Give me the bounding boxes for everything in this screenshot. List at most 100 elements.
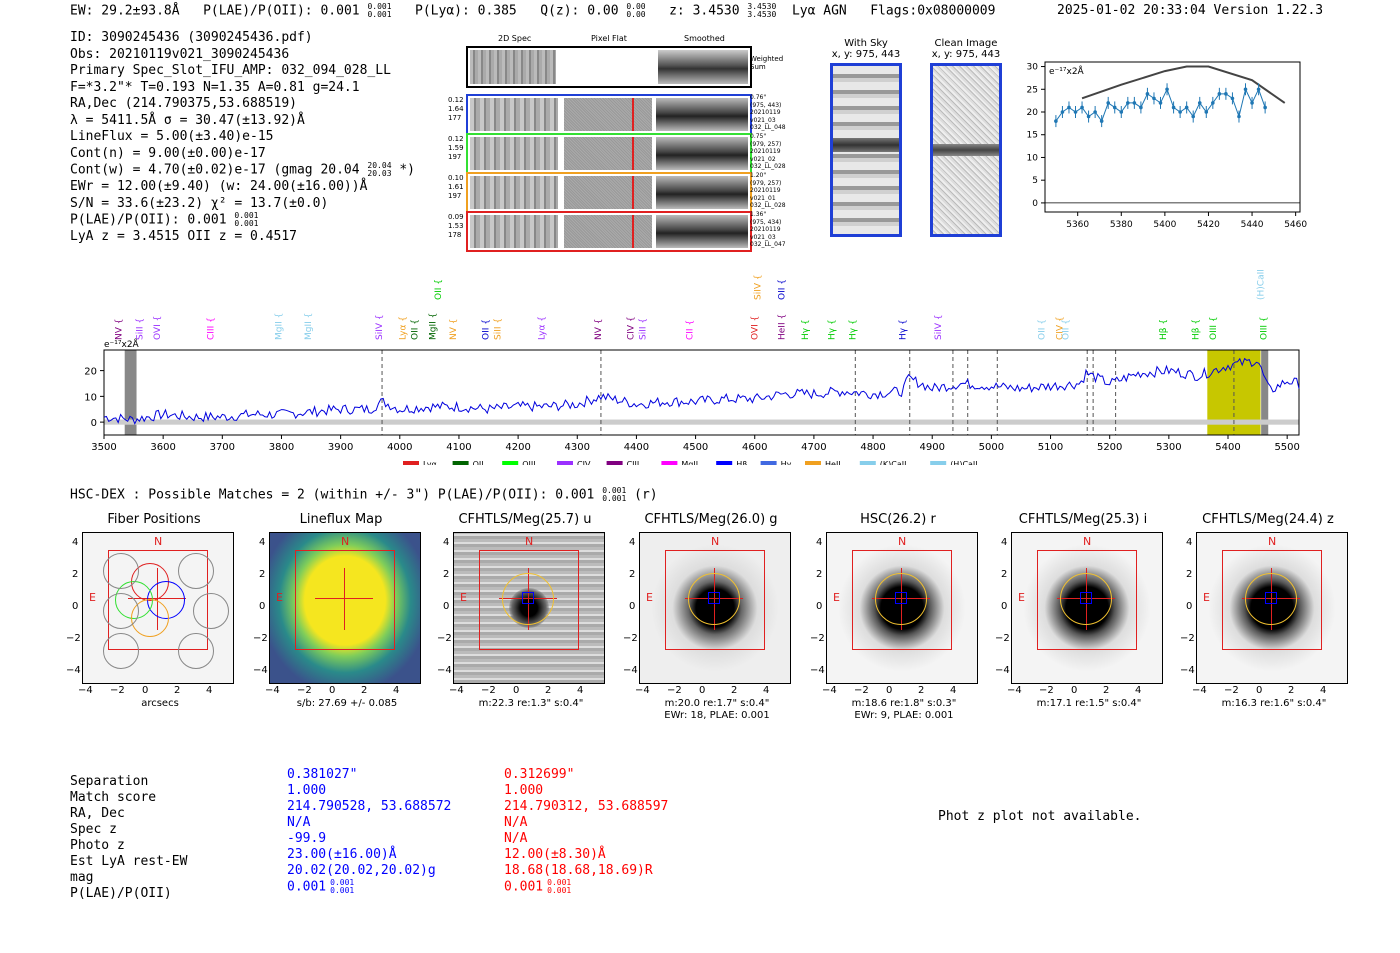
counterpart-box — [522, 592, 534, 604]
spectrum-line-label: CIV { — [626, 316, 636, 340]
header-qz-lo: 0.00 — [626, 10, 646, 19]
zoom-data-point — [1126, 101, 1130, 105]
spectrum-line-label: OII { — [434, 279, 444, 300]
spectrum-xtick-label: 3500 — [91, 442, 116, 453]
zoom-data-point — [1204, 110, 1209, 114]
spectrum-xtick-label: 3700 — [210, 442, 235, 453]
panel-ytick: −2 — [623, 633, 638, 644]
cp-value: N/A — [287, 815, 311, 830]
north-label: N — [525, 535, 534, 548]
info-contw-end: *) — [399, 162, 415, 178]
matches-title: HSC-DEX : Possible Matches = 2 (within +… — [70, 487, 595, 503]
cp-value: 1.000 — [504, 783, 544, 798]
cp-value: 0.001 0.001 0.001 — [504, 878, 572, 895]
east-label: E — [460, 591, 467, 604]
cp-value: 0.381027" — [287, 767, 358, 782]
cutout-meta-line: 20210119 — [750, 226, 781, 233]
cutout-pixelflat-image — [564, 176, 652, 209]
cutout-row-stats: 0.12 1.59 197 — [448, 135, 464, 162]
spectrum-line-label: NV { — [115, 319, 125, 340]
panel-ytick: 4 — [443, 537, 450, 548]
cutout-header-pixelflat: Pixel Flat — [591, 34, 627, 43]
cutout-smoothed-image — [656, 215, 748, 248]
info-params: F=*3.2"* T=0.193 N=1.35 A=0.81 g=24.1 — [70, 79, 360, 95]
zoom-data-point — [1152, 96, 1156, 101]
spectrum-xtick-label: 3600 — [150, 442, 175, 453]
zoom-xtick-label: 5360 — [1066, 220, 1089, 230]
zoom-data-point — [1217, 92, 1222, 96]
cutout-row-meta: 1.20" (979, 257) 20210119 v021_01 032_LL_028 — [750, 172, 786, 210]
panel-xtick: 0 — [699, 685, 706, 696]
spectrum-xtick-label: 5200 — [1097, 442, 1122, 453]
panel-ytick: 4 — [1001, 537, 1008, 548]
zoom-data-point — [1211, 101, 1215, 105]
spectrum-line-label: SiII { — [493, 318, 503, 340]
panel-ytick: −4 — [810, 665, 825, 676]
zoom-data-point — [1099, 119, 1104, 123]
spectrum-legend-label: CIII — [627, 460, 640, 465]
spectrum-legend-label: HeII — [825, 460, 841, 465]
panel-ytick: −4 — [623, 665, 638, 676]
spectrum-line-label: Hγ { — [828, 319, 838, 340]
crosshair-v — [344, 568, 345, 630]
panel-xtick: −2 — [854, 685, 869, 696]
image-panel-title: Lineflux Map — [299, 512, 383, 527]
panel-xtick: −2 — [297, 685, 312, 696]
spectrum-ytick-label: 0 — [91, 418, 97, 429]
header-plae-hi: 0.001 — [367, 2, 392, 11]
matches-title-end: (r) — [634, 487, 658, 503]
panel-sub2: EWr: 18, PLAE: 0.001 — [664, 710, 770, 721]
cutout-meta-line: 032_LL_028 — [750, 202, 786, 209]
spectrum-line-label: OIII { — [1259, 316, 1269, 340]
image-panel-title: HSC(26.2) r — [860, 512, 936, 527]
spectrum-masked-band — [1261, 350, 1269, 435]
zoom-data-point — [1119, 110, 1124, 114]
zoom-plot: 5360 5380 5400 5420 5440 5460 0 5 10 15 20 25 30 e⁻¹⁷… — [1027, 61, 1307, 230]
fiber-circle — [193, 593, 229, 629]
panel-xtick: −2 — [1224, 685, 1239, 696]
panel-ytick: 0 — [259, 601, 266, 612]
spectrum-line-label: Hβ { — [1191, 319, 1201, 340]
cutout-meta-line: (975, 443) — [750, 101, 782, 109]
panel-xtick: 4 — [763, 685, 770, 696]
spectrum-legend-label: OIII — [522, 460, 535, 465]
weighted-sum-label: Weighted Sum — [750, 55, 784, 71]
cutout-row-meta: 0.76" (975, 443) 20210119 v021_03 032_LL_048 — [750, 94, 786, 132]
cutout-meta-line: 032_LL_048 — [750, 124, 786, 131]
panel-xtick: −2 — [110, 685, 125, 696]
cutout-stat: 1.64 — [448, 105, 464, 113]
header-qz: Q(z): 0.00 — [540, 3, 619, 19]
spectrum-ytick-label: 10 — [84, 392, 97, 403]
cutout-meta-line: 20210119 — [750, 148, 781, 155]
panel-ytick: −4 — [437, 665, 452, 676]
spectrum-legend-label: Hγ — [781, 460, 792, 465]
panel-xtick: 4 — [1135, 685, 1142, 696]
clean-image-label: Clean Image — [934, 38, 998, 49]
east-label: E — [1203, 591, 1210, 604]
panel-ytick: 4 — [629, 537, 636, 548]
cp-value: 23.00(±16.00)Å — [287, 847, 397, 862]
info-obs: Obs: 20210119v021_3090245436 — [70, 46, 290, 62]
panel-xtick: −4 — [78, 685, 93, 696]
spectrum-xtick-label: 5000 — [979, 442, 1004, 453]
cutout-stat: 1.53 — [448, 222, 464, 230]
info-plae: P(LAE)/P(OII): 0.001 — [70, 212, 227, 228]
panel-xtick: 2 — [731, 685, 738, 696]
zoom-data-point — [1112, 105, 1117, 110]
zoom-data-point — [1054, 119, 1058, 123]
panel-xtick: 4 — [577, 685, 584, 696]
cutout-row — [466, 172, 752, 213]
pixelflat-line-marker — [632, 137, 634, 170]
aperture-box — [665, 550, 765, 650]
zoom-data-point — [1243, 87, 1248, 92]
aperture-circle — [502, 573, 554, 625]
pixelflat-line-marker — [632, 215, 634, 248]
info-plae-row: P(LAE)/P(OII): 0.001 0.001 0.001 — [70, 212, 415, 229]
info-sn: S/N = 33.6(±23.2) χ² = 13.7(±0.0) — [70, 195, 329, 211]
spectrum-legend-label: Lyα — [423, 460, 437, 465]
cutout-stat: 0.09 — [448, 213, 464, 221]
cutout-smoothed-image — [656, 137, 748, 170]
spectrum-xtick-label: 5400 — [1215, 442, 1240, 453]
